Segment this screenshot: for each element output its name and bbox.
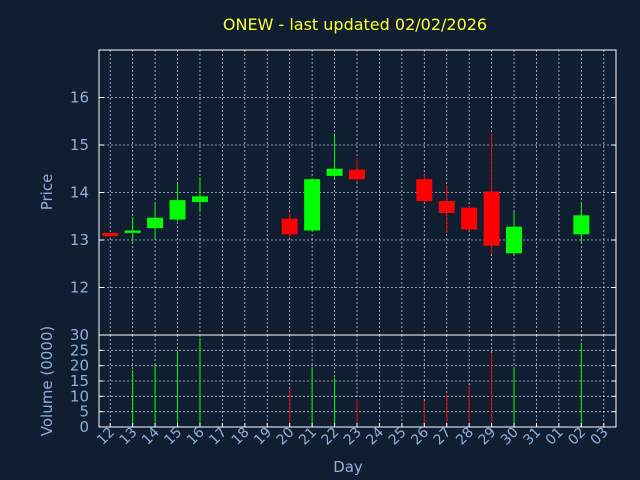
candle-body bbox=[416, 179, 433, 202]
candle-body bbox=[191, 196, 208, 202]
volume-tick-label: 0 bbox=[79, 418, 89, 436]
candle-22 bbox=[326, 133, 343, 179]
x-ticks: 1213141516171819202122232425262728293031… bbox=[94, 423, 612, 449]
volume-tick-label: 25 bbox=[70, 341, 89, 359]
candle-23 bbox=[349, 158, 365, 183]
x-tick-label: 03 bbox=[588, 425, 612, 449]
price-tick-label: 12 bbox=[70, 279, 89, 297]
x-tick-label: 31 bbox=[520, 425, 544, 449]
chart-title: ONEW - last updated 02/02/2026 bbox=[223, 15, 487, 34]
x-tick-label: 21 bbox=[296, 425, 320, 449]
x-tick-label: 13 bbox=[117, 425, 141, 449]
candle-body bbox=[326, 168, 343, 176]
candle-body bbox=[573, 215, 590, 235]
x-tick-label: 26 bbox=[408, 424, 432, 448]
candle-28 bbox=[461, 205, 478, 231]
candle-21 bbox=[304, 179, 321, 232]
x-tick-label: 27 bbox=[431, 425, 455, 449]
x-axis-label: Day bbox=[333, 458, 363, 476]
x-tick-label: 02 bbox=[565, 425, 589, 449]
volume-axis-label: Volume (0000) bbox=[38, 326, 56, 436]
candle-body bbox=[124, 230, 141, 233]
candle-body bbox=[102, 232, 119, 237]
volume-tick-label: 15 bbox=[70, 372, 89, 390]
candle-13 bbox=[124, 217, 141, 243]
x-tick-label: 25 bbox=[386, 425, 410, 449]
candle-body bbox=[349, 169, 365, 180]
price-y-ticks: 12 13 14 15 16 bbox=[70, 89, 616, 297]
candle-body bbox=[304, 179, 321, 231]
candle-body bbox=[147, 217, 164, 229]
x-tick-label: 28 bbox=[453, 425, 477, 449]
candle-16 bbox=[191, 177, 208, 213]
price-tick-label: 14 bbox=[70, 184, 89, 202]
price-tick-label: 13 bbox=[70, 231, 89, 249]
x-tick-label: 17 bbox=[206, 425, 230, 449]
x-tick-label: 12 bbox=[94, 425, 118, 449]
x-tick-label: 15 bbox=[161, 425, 185, 449]
candle-30 bbox=[506, 211, 523, 255]
volume-bars bbox=[132, 338, 582, 427]
candle-29 bbox=[483, 133, 500, 255]
candle-body bbox=[438, 201, 455, 213]
price-axis-label: Price bbox=[38, 174, 56, 211]
candle-12 bbox=[102, 232, 119, 238]
candle-14 bbox=[147, 202, 164, 240]
x-tick-label: 20 bbox=[274, 425, 298, 449]
x-tick-label: 14 bbox=[139, 424, 163, 448]
volume-tick-label: 20 bbox=[70, 357, 89, 375]
volume-tick-label: 5 bbox=[79, 403, 89, 421]
price-tick-label: 16 bbox=[70, 89, 89, 107]
price-candles bbox=[102, 133, 590, 255]
x-tick-label: 16 bbox=[184, 424, 208, 448]
x-tick-label: 18 bbox=[229, 425, 253, 449]
candle-15 bbox=[169, 183, 186, 221]
candle-body bbox=[281, 218, 298, 235]
x-tick-label: 01 bbox=[543, 425, 567, 449]
x-tick-label: 19 bbox=[251, 425, 275, 449]
x-tick-label: 29 bbox=[476, 425, 500, 449]
candle-body bbox=[506, 226, 523, 254]
candle-02 bbox=[573, 202, 590, 243]
candle-body bbox=[461, 207, 478, 230]
price-tick-label: 15 bbox=[70, 136, 89, 154]
x-tick-label: 24 bbox=[363, 424, 387, 448]
candle-26 bbox=[416, 174, 433, 202]
candle-27 bbox=[438, 185, 455, 233]
x-tick-label: 23 bbox=[341, 425, 365, 449]
candle-body bbox=[483, 191, 500, 246]
x-tick-label: 30 bbox=[498, 425, 522, 449]
volume-tick-label: 10 bbox=[70, 387, 89, 405]
candle-20 bbox=[281, 212, 298, 238]
x-tick-label: 22 bbox=[318, 425, 342, 449]
price-grid bbox=[99, 50, 616, 335]
candle-body bbox=[169, 200, 186, 220]
volume-tick-label: 30 bbox=[70, 326, 89, 344]
